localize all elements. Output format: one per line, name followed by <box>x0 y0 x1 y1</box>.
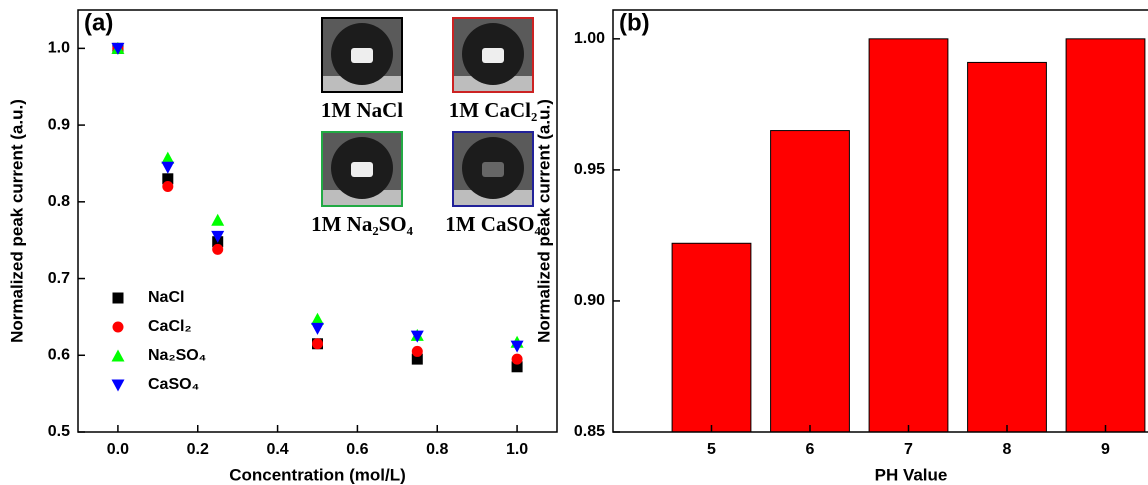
marker <box>312 338 323 349</box>
x-tick-label: 6 <box>806 441 815 458</box>
inset-label: 1M CaCl₂ <box>449 98 538 122</box>
marker <box>212 244 223 255</box>
droplet-highlight <box>482 162 504 177</box>
x-axis-title: Concentration (mol/L) <box>229 465 406 484</box>
bar <box>869 39 948 432</box>
x-axis-title: PH Value <box>875 465 948 484</box>
x-tick-label: 1.0 <box>506 441 528 458</box>
legend-marker <box>112 350 125 362</box>
legend-label: CaCl₂ <box>148 318 192 335</box>
bar <box>968 62 1047 432</box>
x-tick-label: 0.2 <box>187 441 209 458</box>
panel-label: (a) <box>84 9 113 36</box>
droplet-highlight <box>351 48 373 63</box>
legend-label: CaSO₄ <box>148 376 199 393</box>
figure: 0.5 0.6 0.7 0.8 0.9 1.0 Normalized peak curren… <box>0 0 1148 485</box>
y-tick-label: 1.0 <box>48 40 70 57</box>
y-tick-label: 1.00 <box>574 30 605 47</box>
droplet-highlight <box>351 162 373 177</box>
marker <box>311 323 324 335</box>
bar <box>1066 39 1145 432</box>
inset-label: 1M CaSO₄ <box>445 212 541 236</box>
x-tick-label: 8 <box>1003 441 1012 458</box>
bar <box>672 243 751 432</box>
y-tick-label: 0.90 <box>574 292 605 309</box>
x-tick-label: 0.6 <box>346 441 368 458</box>
marker <box>512 354 523 365</box>
legend-marker <box>112 380 125 392</box>
inset-label: 1M NaCl <box>321 98 403 122</box>
legend-marker <box>113 322 124 333</box>
marker <box>161 152 174 164</box>
y-tick-label: 0.9 <box>48 116 70 133</box>
marker <box>162 181 173 192</box>
y-axis-title: Normalized peak current (a.u.) <box>534 99 553 343</box>
x-tick-label: 9 <box>1101 441 1110 458</box>
marker <box>412 346 423 357</box>
y-tick-label: 0.5 <box>48 423 70 440</box>
marker <box>311 313 324 325</box>
x-tick-label: 0.0 <box>107 441 129 458</box>
y-tick-label: 0.85 <box>574 423 605 440</box>
x-tick-label: 0.8 <box>426 441 448 458</box>
droplet-highlight <box>482 48 504 63</box>
y-tick-label: 0.7 <box>48 270 70 287</box>
y-tick-label: 0.8 <box>48 193 70 210</box>
x-tick-label: 0.4 <box>266 441 288 458</box>
inset-label: 1M Na₂SO₄ <box>311 212 414 236</box>
x-tick-label: 5 <box>707 441 716 458</box>
legend-label: Na₂SO₄ <box>148 347 206 364</box>
marker <box>161 162 174 174</box>
y-tick-label: 0.95 <box>574 161 605 178</box>
bar <box>771 131 850 432</box>
y-tick-label: 0.6 <box>48 346 70 363</box>
x-tick-label: 7 <box>904 441 913 458</box>
legend-label: NaCl <box>148 289 184 306</box>
panel-label: (b) <box>619 9 650 36</box>
y-axis-title: Normalized peak current (a.u.) <box>7 99 26 343</box>
marker <box>211 214 224 226</box>
legend-marker <box>113 293 124 304</box>
